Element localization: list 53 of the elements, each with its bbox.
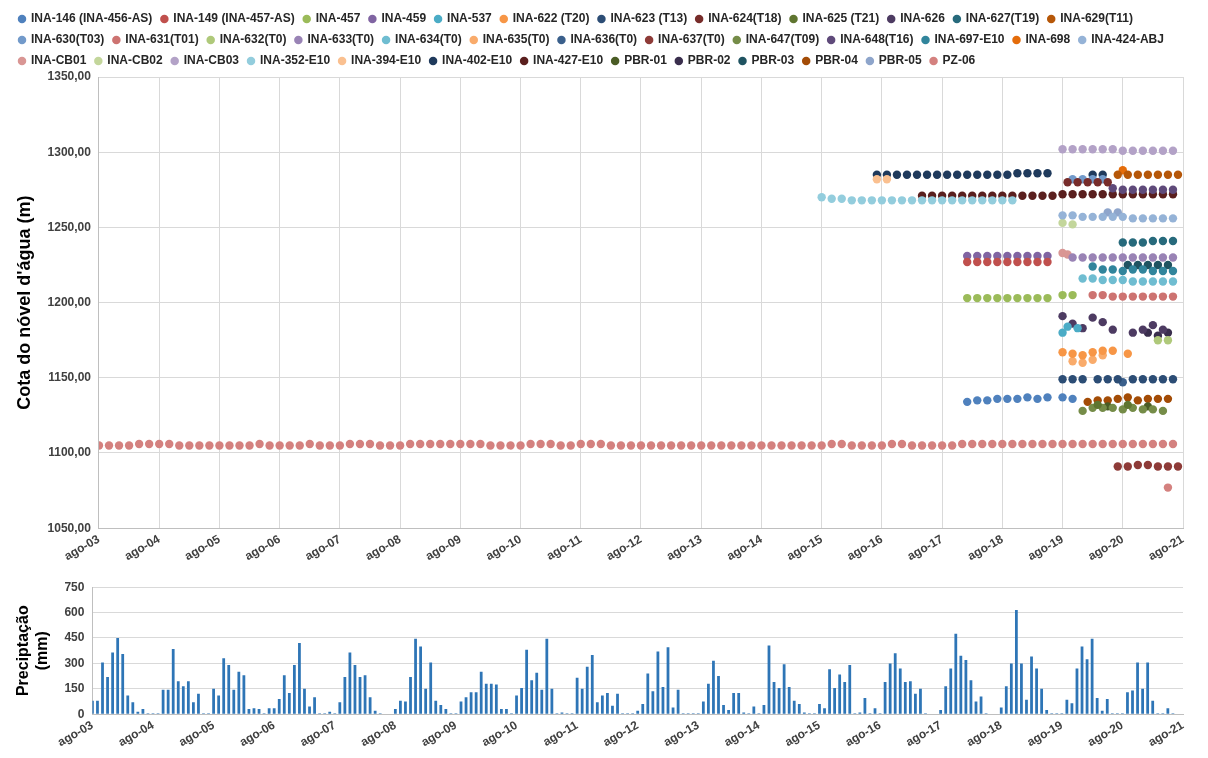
y-tick-label: 1050,00	[47, 520, 92, 535]
y-tick-label: 1200,00	[47, 294, 92, 309]
legend-label: INA-625 (T21)	[802, 11, 880, 26]
legend-label: INA-623 (T13)	[610, 11, 688, 26]
legend-label: INA-632(T0)	[219, 32, 287, 47]
legend-label: INA-631(T01)	[125, 32, 199, 47]
y-tick-label: 300	[64, 655, 85, 670]
legend-label: INA-537	[447, 11, 493, 26]
legend-label: INA-626	[900, 11, 946, 26]
y-tick-label: 1100,00	[48, 445, 92, 460]
legend-label: INA-635(T0)	[482, 32, 550, 47]
y-axis-title: Preciptação (mm)	[14, 605, 51, 697]
legend-label: PBR-05	[878, 53, 922, 68]
legend-label: INA-647(T09)	[745, 32, 820, 47]
legend-label: INA-459	[381, 11, 427, 26]
legend-label: INA-697-E10	[934, 32, 1005, 47]
y-tick-label: 1250,00	[47, 219, 92, 234]
legend-label: PBR-01	[624, 53, 668, 68]
legend-label: INA-629(T11)	[1060, 11, 1133, 26]
legend-label: INA-634(T0)	[395, 32, 462, 47]
y-tick-label: 750	[64, 579, 85, 594]
legend-label: INA-427-E10	[533, 53, 604, 68]
legend-label: INA-633(T0)	[307, 32, 375, 47]
legend-label: INA-624(T18)	[708, 11, 782, 26]
legend-label: INA-CB01	[31, 53, 87, 68]
legend-label: INA-424-ABJ	[1091, 32, 1164, 47]
legend-label: PBR-04	[815, 53, 859, 68]
legend-label: PBR-03	[751, 53, 795, 68]
legend-label: INA-146 (INA-456-AS)	[31, 11, 153, 26]
legend-label: INA-CB03	[183, 53, 240, 68]
y-tick-label: 0	[77, 706, 85, 721]
legend-label: INA-CB02	[107, 53, 164, 68]
legend-label: INA-394-E10	[351, 53, 422, 68]
legend-label: INA-457	[315, 11, 361, 26]
legend-label: INA-648(T16)	[840, 32, 914, 47]
legend-label: INA-630(T03)	[31, 32, 105, 47]
legend-label: INA-352-E10	[260, 53, 331, 68]
legend-label: PBR-02	[687, 53, 731, 68]
y-axis-title: Cota do nóvel d'água (m)	[13, 195, 34, 410]
legend-label: INA-402-E10	[442, 53, 513, 68]
legend-label: INA-636(T0)	[570, 32, 638, 47]
legend-label: INA-622 (T20)	[512, 11, 590, 26]
legend-label: INA-698	[1025, 32, 1071, 47]
y-tick-label: 1150,00	[48, 370, 92, 385]
y-tick-label: 1350,00	[47, 69, 92, 84]
legend-label: PZ-06	[942, 53, 976, 68]
y-tick-label: 1300,00	[47, 144, 92, 159]
y-tick-label: 450	[64, 630, 85, 645]
legend-label: INA-627(T19)	[965, 11, 1040, 26]
legend-label: INA-637(T0)	[658, 32, 725, 47]
legend-label: INA-149 (INA-457-AS)	[173, 11, 295, 26]
y-tick-label: 150	[64, 681, 85, 696]
y-tick-label: 600	[64, 604, 85, 619]
